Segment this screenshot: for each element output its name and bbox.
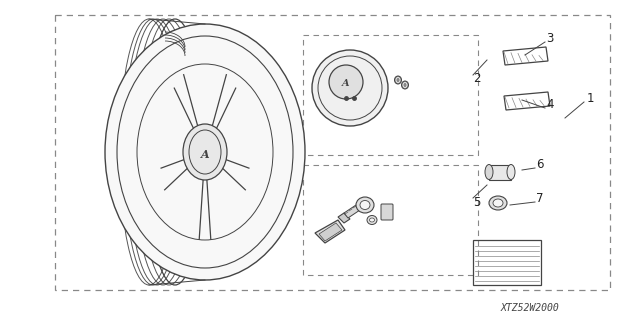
Bar [489,165,511,180]
Ellipse shape [489,196,507,210]
Polygon shape [315,220,345,243]
Bar [473,240,541,285]
Polygon shape [344,205,360,218]
Ellipse shape [394,76,401,84]
Bar [55,15,610,290]
Ellipse shape [369,218,374,222]
Ellipse shape [329,65,363,99]
Text: 1: 1 [586,92,594,105]
Ellipse shape [507,165,515,180]
Bar [303,165,478,275]
Text: A: A [342,78,350,87]
Ellipse shape [485,165,493,180]
Text: XTZ52W2000: XTZ52W2000 [500,303,559,313]
Text: A: A [201,149,209,160]
Text: 7: 7 [536,191,544,204]
Text: 5: 5 [474,196,481,209]
Bar [303,35,478,155]
Text: 6: 6 [536,159,544,172]
Ellipse shape [105,24,305,280]
Ellipse shape [312,50,388,126]
Polygon shape [338,213,350,223]
Ellipse shape [360,201,370,210]
Polygon shape [319,223,342,241]
Ellipse shape [367,216,377,225]
Ellipse shape [493,199,503,207]
FancyBboxPatch shape [381,204,393,220]
Ellipse shape [356,197,374,213]
Ellipse shape [183,124,227,180]
Text: 3: 3 [547,32,554,44]
Text: 2: 2 [473,71,481,85]
Ellipse shape [401,81,408,89]
Text: 4: 4 [547,99,554,112]
